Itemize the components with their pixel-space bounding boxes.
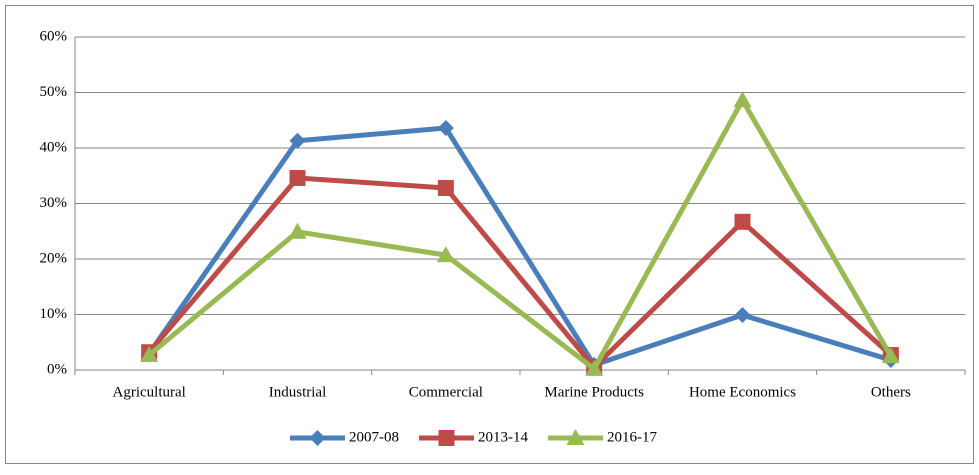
marker	[585, 359, 604, 376]
marker	[734, 213, 751, 230]
y-tick-label: 10%	[40, 306, 68, 322]
y-tick-label: 0%	[47, 361, 67, 377]
y-tick-label: 30%	[40, 195, 68, 211]
marker	[309, 430, 326, 446]
series-line	[147, 125, 892, 368]
x-tick-label: Commercial	[409, 384, 483, 400]
marker	[437, 179, 454, 196]
marker	[438, 430, 455, 446]
marker	[140, 346, 159, 363]
marker	[566, 429, 585, 445]
y-tick-label: 50%	[40, 84, 68, 100]
x-tick-label: Home Economics	[689, 384, 796, 400]
y-tick-label: 20%	[40, 250, 68, 266]
legend-label: 2013-14	[478, 429, 528, 445]
marker	[734, 307, 751, 324]
marker	[289, 132, 306, 149]
marker	[289, 169, 306, 186]
legend-label: 2007-08	[349, 429, 399, 445]
marker	[288, 222, 307, 239]
x-tick-label: Others	[871, 384, 911, 400]
marker	[881, 347, 900, 364]
series-line	[147, 97, 893, 372]
x-tick-label: Marine Products	[544, 384, 644, 400]
y-tick-label: 60%	[40, 28, 68, 44]
marker	[436, 246, 455, 263]
x-tick-label: Agricultural	[113, 384, 186, 400]
chart-border	[5, 5, 974, 464]
legend-label: 2016-17	[607, 429, 657, 445]
y-tick-label: 40%	[40, 139, 68, 155]
series-line	[147, 175, 893, 370]
marker	[733, 91, 752, 108]
x-tick-label: Industrial	[269, 384, 327, 400]
marker	[437, 120, 454, 137]
